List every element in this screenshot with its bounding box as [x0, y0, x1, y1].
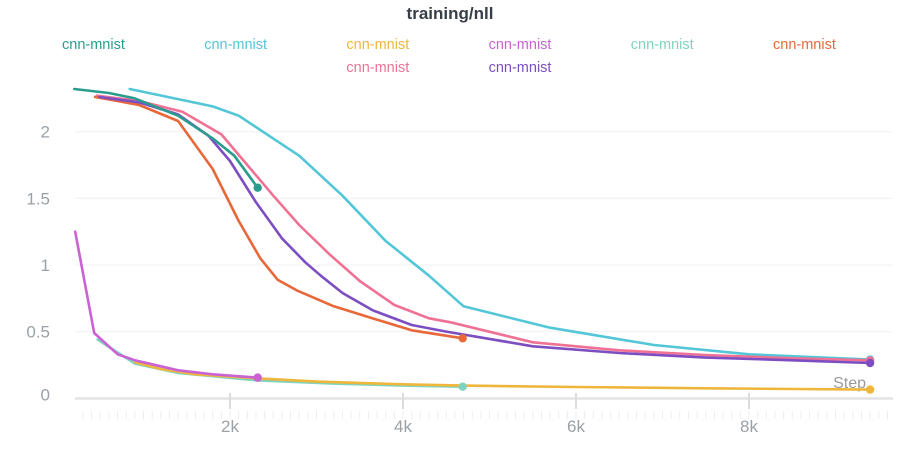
- x-tick-label-2k: 2k: [221, 417, 239, 436]
- series-end-dot-seafoam: [458, 382, 467, 391]
- legend: cnn-mnist cnn-mnist cnn-mnist cnn-mnist cnn-…: [0, 0, 900, 80]
- series-line-pink[interactable]: [95, 94, 872, 362]
- series-line-purple[interactable]: [98, 95, 872, 365]
- series-line-cyan[interactable]: [128, 87, 872, 361]
- y-tick-label-1: 1: [41, 256, 50, 275]
- x-axis-unit-label: Step: [833, 375, 866, 392]
- chart-title: training/nll: [406, 4, 494, 23]
- series-end-dot-orchid: [253, 373, 262, 382]
- series-end-dot-orange: [458, 334, 467, 343]
- legend-item-orchid[interactable]: cnn-mnist: [488, 37, 552, 53]
- x-tick-label-4k: 4k: [394, 417, 412, 436]
- x-tick-label-8k: 8k: [740, 417, 758, 436]
- series-line-amber[interactable]: [133, 360, 872, 391]
- y-tick-label-2: 2: [41, 123, 50, 142]
- series-end-dot-purple: [865, 358, 875, 368]
- legend-item-seafoam[interactable]: cnn-mnist: [630, 37, 694, 53]
- y-tick-label-0: 0: [41, 385, 50, 404]
- x-tick-label-6k: 6k: [567, 417, 585, 436]
- legend-item-purple[interactable]: cnn-mnist: [488, 60, 552, 76]
- series-end-dot-amber: [865, 385, 875, 394]
- legend-item-cyan[interactable]: cnn-mnist: [204, 37, 268, 53]
- legend-item-orange[interactable]: cnn-mnist: [773, 37, 836, 53]
- y-tick-label-1.5: 1.5: [26, 189, 50, 208]
- y-tick-label-0.5: 0.5: [26, 323, 50, 342]
- series-line-orchid[interactable]: [73, 230, 260, 379]
- series-end-dot-teal: [253, 183, 262, 192]
- series-line-teal[interactable]: [73, 87, 260, 189]
- legend-item-pink[interactable]: cnn-mnist: [346, 60, 410, 76]
- series-line-orange[interactable]: [93, 95, 465, 340]
- legend-item-amber[interactable]: cnn-mnist: [346, 37, 410, 53]
- legend-item-teal[interactable]: cnn-mnist: [62, 37, 125, 53]
